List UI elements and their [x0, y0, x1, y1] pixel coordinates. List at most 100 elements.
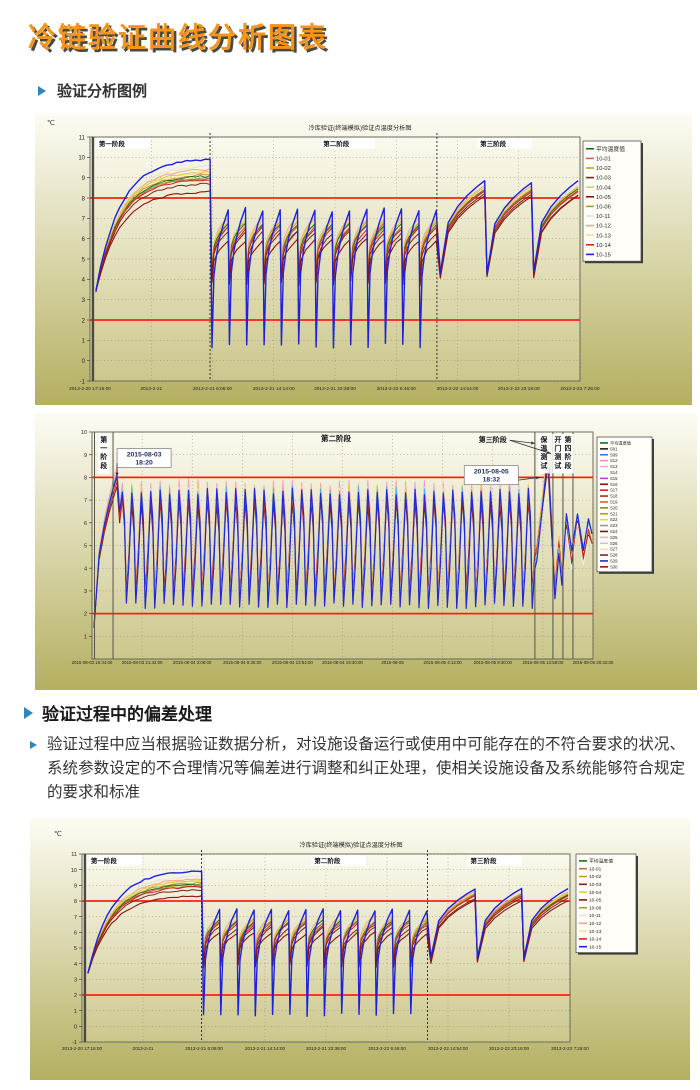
- svg-text:10-05: 10-05: [589, 898, 602, 904]
- svg-text:阶: 阶: [100, 452, 108, 461]
- svg-text:3: 3: [84, 589, 87, 595]
- svg-text:S16: S16: [610, 482, 618, 487]
- svg-text:1: 1: [74, 1009, 77, 1015]
- svg-text:18:32: 18:32: [483, 477, 501, 484]
- svg-text:2: 2: [74, 993, 77, 999]
- svg-text:2015-08-04 13:54:00: 2015-08-04 13:54:00: [272, 660, 313, 665]
- svg-text:11: 11: [71, 852, 77, 858]
- svg-text:10-06: 10-06: [589, 905, 602, 911]
- deviation-heading-text: 验证过程中的偏差处理: [42, 705, 212, 724]
- svg-text:4: 4: [84, 566, 87, 572]
- svg-text:10-02: 10-02: [596, 166, 611, 172]
- svg-text:S18: S18: [610, 494, 618, 499]
- svg-text:4: 4: [82, 278, 86, 284]
- svg-text:S21: S21: [610, 511, 618, 516]
- svg-text:第一阶段: 第一阶段: [99, 139, 126, 148]
- triangle-bullet-icon: [38, 85, 46, 96]
- svg-text:2013-2-21 22:38:00: 2013-2-21 22:38:00: [314, 386, 356, 392]
- svg-text:10-12: 10-12: [589, 921, 602, 927]
- svg-text:3: 3: [74, 977, 77, 983]
- svg-text:S17: S17: [610, 488, 618, 493]
- svg-text:2015-08-05: 2015-08-05: [474, 469, 509, 476]
- svg-text:第一阶段: 第一阶段: [91, 856, 118, 865]
- svg-text:6: 6: [74, 930, 77, 936]
- svg-text:S13: S13: [610, 464, 618, 469]
- svg-text:8: 8: [74, 899, 77, 905]
- svg-text:2015-08-03 16:34:00: 2015-08-03 16:34:00: [72, 660, 113, 665]
- svg-text:测: 测: [540, 452, 547, 461]
- svg-text:S29: S29: [610, 558, 618, 563]
- svg-text:S26: S26: [610, 541, 618, 546]
- svg-text:第三阶段: 第三阶段: [480, 139, 507, 148]
- arrow-bullet-icon: [24, 706, 33, 719]
- svg-text:2013-2-21: 2013-2-21: [140, 386, 162, 392]
- triangle-bullet-icon: [30, 741, 37, 749]
- svg-text:2: 2: [84, 612, 87, 618]
- svg-text:2015-08-03: 2015-08-03: [127, 452, 162, 459]
- svg-text:S25: S25: [610, 535, 618, 540]
- svg-text:2: 2: [82, 318, 86, 324]
- svg-text:阶: 阶: [564, 452, 572, 461]
- svg-text:0: 0: [74, 1024, 77, 1030]
- svg-text:2015-08-05: 2015-08-05: [381, 660, 404, 665]
- svg-text:10-13: 10-13: [596, 233, 611, 239]
- svg-text:试: 试: [554, 461, 561, 470]
- svg-text:2015-08-04 19:30:00: 2015-08-04 19:30:00: [322, 660, 363, 665]
- svg-text:温: 温: [540, 444, 547, 453]
- svg-text:门: 门: [554, 444, 561, 453]
- svg-text:冷库验证(终端模拟)验证点温度分析图: 冷库验证(终端模拟)验证点温度分析图: [299, 841, 402, 849]
- svg-text:S24: S24: [610, 529, 618, 534]
- svg-text:2013-2-22 23:18:00: 2013-2-22 23:18:00: [489, 1046, 530, 1051]
- svg-text:0: 0: [82, 359, 86, 365]
- page-title: 冷链验证曲线分析图表: [28, 22, 329, 53]
- svg-text:8: 8: [82, 196, 86, 202]
- svg-text:9: 9: [82, 176, 86, 182]
- svg-text:2013-2-21 14:14:00: 2013-2-21 14:14:00: [253, 386, 295, 392]
- svg-text:10-05: 10-05: [596, 195, 611, 201]
- svg-text:6: 6: [84, 521, 87, 527]
- long-run-validation-chart: 10 9 8 7 6 5 4 3 2 1 2015-08-03 16:34:00 2015-08-03…: [35, 413, 697, 690]
- svg-text:2013-2-22 6:46:00: 2013-2-22 6:46:00: [368, 1046, 406, 1051]
- svg-text:10: 10: [78, 156, 85, 162]
- svg-text:2013-2-20 17:16:00: 2013-2-20 17:16:00: [69, 386, 111, 392]
- svg-text:S20: S20: [610, 505, 618, 510]
- svg-text:2015-08-05 14:58:00: 2015-08-05 14:58:00: [523, 660, 564, 665]
- svg-text:10-15: 10-15: [589, 944, 602, 950]
- svg-text:10-11: 10-11: [596, 214, 610, 220]
- svg-text:测: 测: [554, 452, 561, 461]
- svg-text:2015-08-04 3:08:00: 2015-08-04 3:08:00: [173, 660, 212, 665]
- svg-text:1: 1: [82, 339, 86, 345]
- svg-text:2013-2-21: 2013-2-21: [133, 1046, 154, 1051]
- svg-text:5: 5: [74, 946, 77, 952]
- svg-text:段: 段: [100, 461, 107, 470]
- svg-text:10-01: 10-01: [589, 866, 602, 872]
- svg-text:2013-2-20 17:16:00: 2013-2-20 17:16:00: [62, 1046, 103, 1051]
- svg-text:平均温度值: 平均温度值: [596, 145, 625, 153]
- svg-text:S22: S22: [610, 517, 618, 522]
- svg-text:7: 7: [84, 498, 87, 504]
- svg-text:7: 7: [74, 915, 77, 921]
- svg-text:平均温度值: 平均温度值: [589, 858, 613, 865]
- svg-text:10: 10: [71, 868, 77, 874]
- legend-example-heading: 验证分析图例: [38, 80, 147, 101]
- svg-text:10-03: 10-03: [596, 176, 611, 182]
- svg-text:试: 试: [540, 461, 547, 470]
- svg-text:18:20: 18:20: [135, 460, 153, 467]
- svg-text:段: 段: [564, 461, 571, 470]
- svg-text:四: 四: [564, 445, 571, 453]
- svg-text:2013-2-21 6:06:00: 2013-2-21 6:06:00: [193, 386, 233, 392]
- svg-text:2015-08-05 4:12:00: 2015-08-05 4:12:00: [424, 660, 463, 665]
- svg-text:2013-2-21 6:06:00: 2013-2-21 6:06:00: [185, 1046, 223, 1051]
- svg-text:10: 10: [81, 430, 87, 436]
- terminal-test-temperature-chart-2: 11 10 9 8 7 6 5 4 3 2 1 0 -1 2013-2-20 17:16:00 2013-2…: [30, 818, 690, 1080]
- svg-text:-1: -1: [72, 1040, 77, 1046]
- svg-text:10-14: 10-14: [589, 937, 602, 943]
- svg-text:-1: -1: [80, 379, 86, 385]
- svg-text:10-11: 10-11: [589, 913, 601, 919]
- svg-text:第: 第: [100, 435, 107, 444]
- svg-text:℃: ℃: [54, 831, 62, 838]
- svg-text:2013-2-22 14:54:00: 2013-2-22 14:54:00: [428, 1046, 469, 1051]
- svg-text:10-06: 10-06: [596, 204, 611, 210]
- deviation-paragraph: 验证过程中应当根据验证数据分析，对设施设备运行或使用中可能存在的不符合要求的状况…: [47, 736, 685, 802]
